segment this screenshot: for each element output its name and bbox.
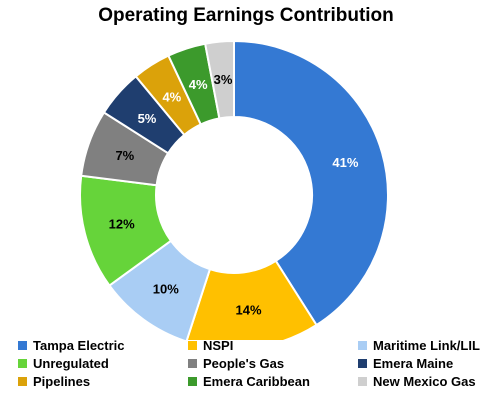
legend-item-maritime-link-lil: Maritime Link/LIL [358, 338, 480, 353]
data-label-new-mexico-gas: 3% [214, 72, 233, 87]
legend-label: Maritime Link/LIL [373, 338, 480, 353]
legend-label: Emera Caribbean [203, 374, 310, 389]
legend-label: New Mexico Gas [373, 374, 476, 389]
data-label-emera-caribbean: 4% [189, 77, 208, 92]
legend-swatch [188, 359, 197, 368]
legend-swatch [358, 377, 367, 386]
data-label-emera-maine: 5% [138, 111, 157, 126]
legend-item-nspi: NSPI [188, 338, 233, 353]
slice-new-mexico-gas [203, 39, 235, 120]
legend-swatch [18, 359, 27, 368]
data-label-tampa-electric: 41% [332, 155, 358, 170]
slice-nspi [185, 259, 318, 340]
legend-swatch [188, 341, 197, 350]
legend-label: Emera Maine [373, 356, 454, 371]
legend-label: Tampa Electric [33, 338, 125, 353]
chart-title: Operating Earnings Contribution [98, 5, 394, 26]
legend-item-pipelines: Pipelines [18, 374, 90, 389]
slice-tampa-electric [233, 39, 389, 327]
legend-swatch [18, 341, 27, 350]
data-label-maritime-link-lil: 10% [153, 281, 179, 296]
legend-swatch [188, 377, 197, 386]
data-label-pipelines: 4% [162, 90, 181, 105]
legend-item-people-s-gas: People's Gas [188, 356, 284, 371]
legend-item-new-mexico-gas: New Mexico Gas [358, 374, 476, 389]
legend-label: NSPI [203, 338, 234, 353]
legend-swatch [358, 359, 367, 368]
legend-swatch [358, 341, 367, 350]
legend-item-unregulated: Unregulated [18, 356, 109, 371]
legend-label: Pipelines [33, 374, 91, 389]
legend-item-tampa-electric: Tampa Electric [18, 338, 125, 353]
legend-item-emera-caribbean: Emera Caribbean [188, 374, 310, 389]
legend-swatch [18, 377, 27, 386]
data-label-people-s-gas: 7% [115, 148, 134, 163]
legend-label: Unregulated [33, 356, 109, 371]
data-label-nspi: 14% [236, 303, 262, 318]
donut-chart: 41% 14% 10% 12% 7% 5% 4% 4% 3% [79, 39, 389, 340]
data-label-unregulated: 12% [109, 216, 135, 231]
legend-label: People's Gas [203, 356, 285, 371]
legend-item-emera-maine: Emera Maine [358, 356, 453, 371]
